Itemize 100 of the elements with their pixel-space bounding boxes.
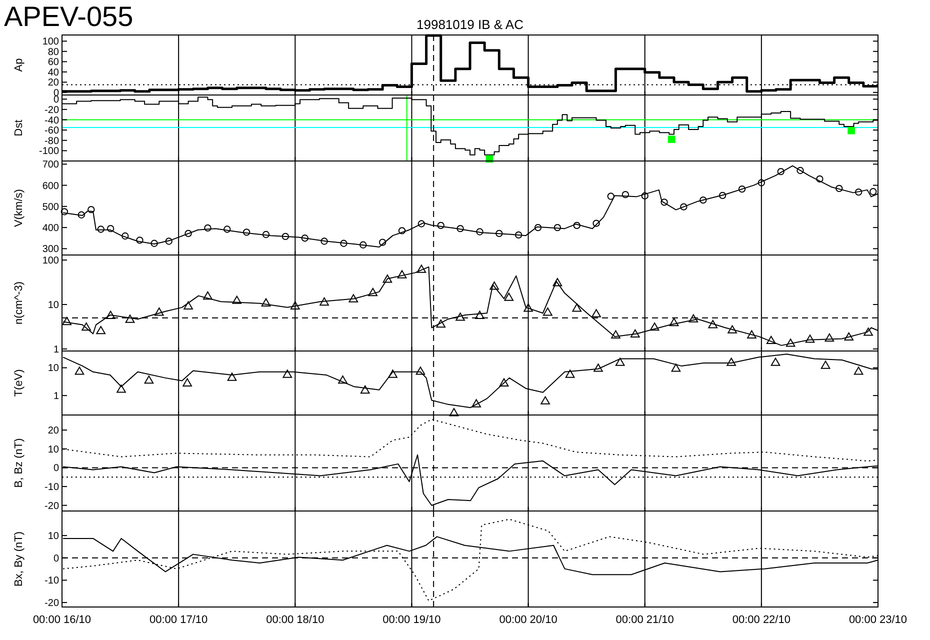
y-tick-label: 80: [48, 46, 60, 58]
point: [96, 326, 106, 334]
point: [261, 298, 271, 306]
point: [669, 318, 679, 326]
point: [388, 370, 398, 378]
point: [836, 184, 843, 192]
y-tick-label: 100: [42, 36, 60, 48]
y-tick-label: -60: [44, 126, 60, 137]
point: [165, 238, 172, 245]
point: [816, 175, 824, 183]
point: [534, 224, 542, 232]
y-tick-label: -40: [44, 115, 60, 126]
y-tick-label: 500: [42, 202, 60, 213]
point: [360, 385, 370, 394]
point: [504, 292, 514, 301]
point: [796, 166, 804, 174]
y-tick-label: -20: [44, 598, 60, 610]
point: [136, 236, 144, 244]
point: [144, 375, 154, 384]
y-tick-label: 20: [48, 426, 60, 437]
point: [301, 234, 308, 242]
y-axis-title: T(eV): [13, 369, 25, 397]
point: [122, 232, 129, 240]
y-tick-label: 10: [48, 531, 60, 542]
y-axis-title: Bx, By (nT): [13, 531, 25, 587]
point: [573, 222, 580, 230]
x-tick-label: 00:00 22/10: [732, 614, 790, 626]
point: [708, 320, 718, 328]
point: [650, 322, 660, 331]
point: [552, 278, 562, 286]
y-axis-title: n(cm^-3): [13, 281, 25, 325]
point: [770, 358, 780, 366]
point: [182, 378, 192, 386]
point: [449, 408, 459, 416]
x-tick-label: 00:00 18/10: [266, 614, 324, 626]
point: [62, 316, 72, 326]
y-tick-label: 0: [53, 553, 60, 564]
point: [456, 225, 464, 232]
point: [738, 186, 746, 193]
point: [615, 358, 625, 366]
point: [416, 366, 426, 375]
point: [592, 309, 601, 318]
point: [397, 270, 407, 278]
point: [524, 304, 533, 312]
point: [203, 291, 212, 300]
x-tick-label: 00:00 21/10: [616, 614, 674, 626]
point: [204, 224, 212, 232]
point: [854, 366, 864, 375]
point: [154, 308, 164, 316]
point: [641, 192, 648, 200]
point: [499, 378, 509, 386]
point: [150, 240, 158, 247]
point: [565, 370, 575, 378]
point: [184, 230, 192, 238]
y-axis-title: Ap: [13, 58, 25, 72]
y-tick-label: 10: [48, 363, 60, 374]
point: [671, 364, 681, 372]
y-axis-title: V(km/s): [13, 189, 25, 227]
y-tick-label: 60: [48, 57, 60, 68]
point: [490, 282, 499, 290]
y-tick-label: 100: [42, 256, 60, 267]
y-tick-label: 0: [53, 94, 60, 106]
chart-title: APEV-055: [4, 1, 134, 32]
point: [688, 314, 698, 322]
point: [382, 274, 392, 283]
y-tick-label: -20: [44, 104, 60, 116]
point: [282, 232, 290, 240]
point: [848, 126, 855, 134]
point: [224, 226, 231, 233]
point: [78, 211, 86, 218]
y-tick-label: 40: [48, 67, 60, 78]
point: [718, 192, 726, 200]
point: [854, 188, 862, 196]
y-tick-label: 10: [48, 444, 60, 456]
point: [74, 366, 84, 375]
point: [418, 220, 426, 228]
point: [456, 312, 465, 321]
point: [844, 332, 854, 341]
point: [436, 319, 446, 328]
y-tick-label: 1: [53, 344, 60, 356]
point: [262, 230, 270, 238]
point: [777, 168, 784, 176]
point: [472, 399, 481, 408]
y-tick-label: -10: [44, 482, 60, 494]
point: [227, 372, 237, 381]
point: [475, 310, 484, 319]
point: [97, 226, 104, 233]
point: [398, 227, 406, 234]
y-tick-label: -20: [44, 500, 60, 512]
point: [864, 328, 873, 336]
point: [378, 238, 386, 246]
point: [540, 396, 550, 404]
point: [766, 336, 776, 344]
y-tick-label: 300: [42, 244, 60, 256]
point: [728, 325, 737, 334]
point: [824, 333, 834, 342]
point: [82, 322, 91, 331]
point: [368, 288, 378, 296]
point: [572, 304, 582, 312]
point: [805, 334, 815, 343]
